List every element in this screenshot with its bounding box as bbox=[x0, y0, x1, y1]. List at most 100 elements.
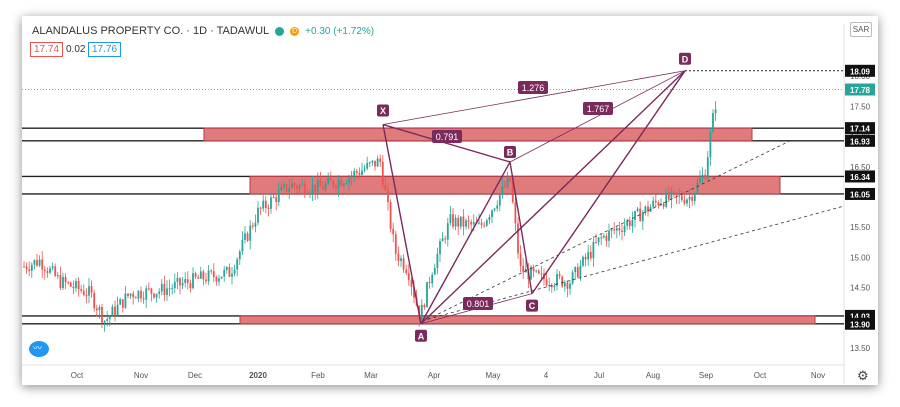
candle-body bbox=[259, 207, 262, 209]
x-tick-label: 2020 bbox=[249, 371, 267, 380]
candle-body bbox=[142, 298, 145, 300]
market-status-icon bbox=[275, 26, 285, 36]
candle-body bbox=[493, 208, 496, 211]
price-axis-label: 18.09 bbox=[850, 67, 871, 76]
ratio-label-bg bbox=[583, 102, 613, 115]
candle-body bbox=[501, 185, 504, 196]
candle-body bbox=[147, 288, 150, 290]
candle-body bbox=[553, 285, 556, 288]
candle-body bbox=[550, 284, 553, 288]
price-axis-label: 16.05 bbox=[850, 190, 871, 199]
candle-body bbox=[132, 293, 135, 298]
candle-body bbox=[654, 200, 657, 203]
candle-body bbox=[108, 316, 111, 320]
candle-body bbox=[595, 242, 597, 244]
point-label-d: D bbox=[682, 54, 689, 64]
candle-body bbox=[95, 308, 98, 311]
candle-body bbox=[111, 306, 114, 317]
candle-body bbox=[296, 185, 298, 189]
candle-body bbox=[33, 260, 36, 265]
currency-label[interactable]: SAR bbox=[850, 22, 872, 37]
candle-body bbox=[355, 171, 358, 173]
candle-body bbox=[483, 225, 486, 227]
price-axis-label-bg bbox=[845, 64, 875, 77]
candle-body bbox=[462, 216, 465, 227]
candle-body bbox=[218, 278, 220, 282]
candle-body bbox=[30, 264, 33, 271]
candle-body bbox=[327, 177, 330, 184]
candle-body bbox=[615, 228, 618, 231]
ratio-label: 0.801 bbox=[467, 299, 490, 309]
price-axis-label-bg bbox=[845, 317, 875, 330]
candle-body bbox=[186, 279, 189, 284]
price-axis-label: 17.14 bbox=[850, 125, 871, 134]
candle-body bbox=[366, 162, 369, 169]
candle-body bbox=[584, 256, 587, 260]
candle-body bbox=[436, 253, 439, 269]
price-axis-label: 14.03 bbox=[850, 312, 871, 321]
candle-body bbox=[592, 242, 595, 259]
candle-body bbox=[667, 192, 670, 200]
candle-body bbox=[82, 290, 85, 296]
candle-body bbox=[322, 186, 324, 190]
ask-price-box[interactable]: 17.76 bbox=[88, 42, 122, 57]
x-tick-label: Feb bbox=[311, 371, 325, 380]
x-tick-label: Aug bbox=[646, 371, 660, 380]
candle-body bbox=[168, 288, 171, 290]
point-label-c: C bbox=[529, 301, 536, 311]
candle-body bbox=[623, 225, 626, 233]
candle-body bbox=[397, 253, 400, 262]
candle-body bbox=[662, 203, 665, 207]
candle-body bbox=[329, 177, 332, 181]
point-label-bg bbox=[526, 299, 538, 312]
candle-body bbox=[449, 214, 452, 224]
x-tick-label: Oct bbox=[754, 371, 767, 380]
symbol-title[interactable]: ALANDALUS PROPERTY CO. · 1D · TADAWUL bbox=[32, 25, 270, 37]
price-axis-label-bg bbox=[845, 122, 875, 135]
price-axis-label-bg bbox=[845, 83, 875, 96]
candle-body bbox=[613, 229, 616, 231]
candle-body bbox=[699, 178, 701, 183]
candle-body bbox=[696, 182, 699, 194]
candle-body bbox=[509, 176, 512, 181]
bid-price-box[interactable]: 17.74 bbox=[30, 42, 64, 57]
tradingview-logo-icon[interactable]: 〰 bbox=[29, 341, 49, 357]
pattern-leg-xa bbox=[382, 124, 422, 324]
candle-body bbox=[163, 283, 166, 295]
candle-body bbox=[309, 193, 311, 195]
candle-body bbox=[212, 271, 215, 277]
candle-body bbox=[582, 256, 584, 266]
candles-group bbox=[23, 101, 717, 332]
candle-body bbox=[673, 191, 675, 193]
candle-body bbox=[454, 217, 457, 227]
y-tick-label: 13.50 bbox=[850, 344, 871, 353]
candle-body bbox=[647, 206, 649, 212]
candle-body bbox=[491, 210, 493, 218]
candle-body bbox=[303, 183, 306, 194]
candle-body bbox=[145, 288, 148, 300]
candle-body bbox=[257, 207, 259, 223]
candle-body bbox=[530, 267, 532, 280]
candle-body bbox=[394, 234, 397, 254]
candle-body bbox=[93, 292, 96, 309]
candle-body bbox=[522, 265, 525, 273]
candle-body bbox=[85, 295, 88, 297]
candle-body bbox=[498, 195, 501, 206]
candle-body bbox=[368, 162, 371, 164]
x-tick-label: Dec bbox=[188, 371, 202, 380]
candle-body bbox=[665, 192, 668, 207]
y-tick-label: 15.50 bbox=[850, 223, 871, 232]
candle-body bbox=[371, 160, 374, 163]
x-tick-label: Mar bbox=[364, 371, 378, 380]
candle-body bbox=[275, 197, 278, 203]
candle-body bbox=[197, 277, 200, 279]
candle-body bbox=[119, 299, 122, 305]
candle-body bbox=[62, 276, 64, 289]
candle-body bbox=[467, 220, 470, 222]
candle-body bbox=[428, 282, 431, 284]
candle-body bbox=[431, 274, 434, 284]
pattern-diagonal-xb bbox=[382, 123, 511, 163]
settings-gear-icon[interactable]: ⚙ bbox=[857, 368, 869, 383]
candle-body bbox=[171, 288, 174, 290]
